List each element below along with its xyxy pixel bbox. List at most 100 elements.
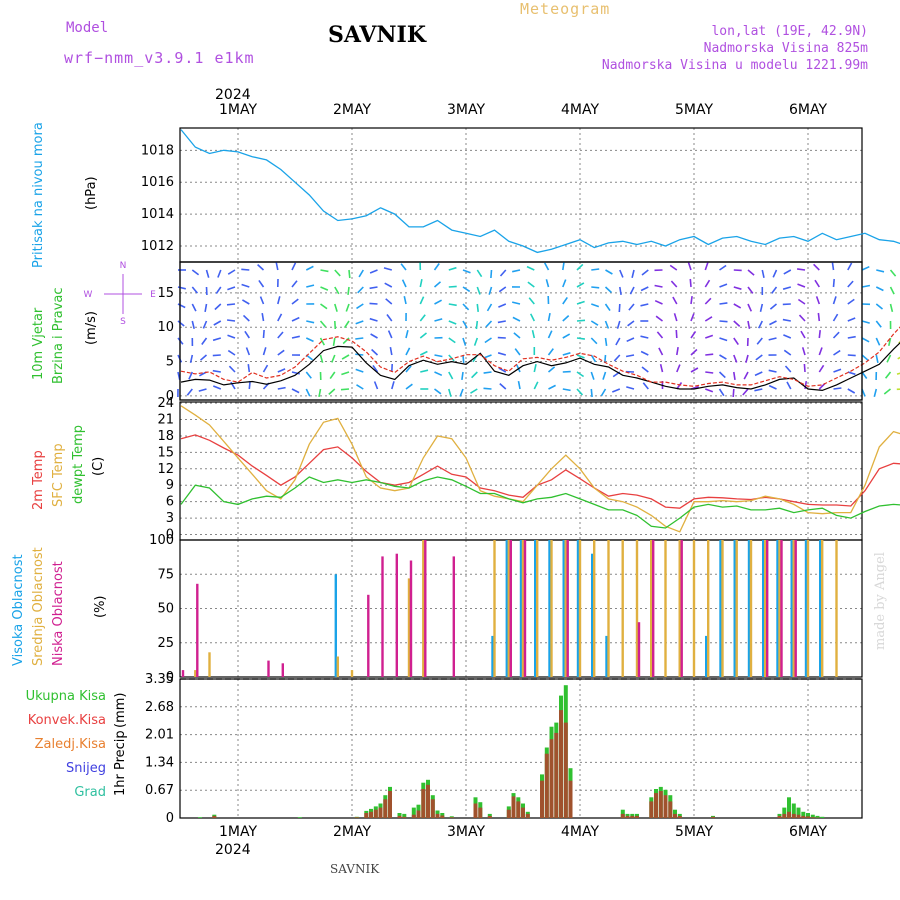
wind-arrow — [768, 337, 777, 341]
wind-arrow — [658, 347, 664, 356]
wind-arrow — [704, 316, 713, 322]
wind-ylabel-1: 10m Vjetar — [31, 307, 46, 380]
wind-arrow — [656, 331, 664, 339]
wind-arrow — [191, 286, 199, 294]
precip-total-bar — [449, 816, 454, 818]
cloud-bar — [804, 540, 808, 677]
cloud-bar — [637, 622, 641, 677]
precip-conv-bar — [559, 710, 563, 818]
wind-arrow — [875, 337, 881, 346]
y-tick-label: 1.34 — [145, 755, 174, 770]
temperature-ylabel: SFC Temp — [51, 443, 66, 507]
wind-arrow — [576, 263, 584, 271]
wind-arrow — [186, 388, 193, 396]
precip-total-bar — [810, 814, 815, 818]
wind-arrow — [476, 286, 481, 295]
wind-arrow — [818, 347, 823, 356]
cloud-bar — [707, 540, 710, 677]
cloud-bar — [733, 540, 736, 677]
wind-arrow — [669, 264, 678, 271]
wind-arrow — [291, 298, 299, 305]
wind-arrow — [512, 316, 521, 322]
cloud-bar — [747, 540, 751, 677]
precip-total-bar — [782, 807, 787, 818]
wind-arrow — [499, 383, 507, 390]
cloud-bar — [680, 540, 683, 677]
wind-arrow — [497, 352, 507, 356]
y-tick-label: 75 — [157, 567, 174, 582]
wind-arrow — [214, 303, 222, 311]
wind-arrow — [719, 264, 727, 271]
wind-arrow — [813, 263, 820, 271]
year-label-top: 2024 — [215, 87, 251, 103]
wind-arrow — [768, 369, 777, 373]
wind-arrow — [486, 303, 493, 312]
wind-arrow — [291, 335, 300, 339]
wind-arrow — [355, 368, 364, 373]
wind-arrow — [875, 286, 884, 292]
wind-arrow — [832, 296, 837, 305]
y-tick-label: 18 — [157, 429, 174, 444]
y-tick-label: 0 — [166, 389, 174, 404]
precip-conv-bar — [516, 801, 521, 818]
wind-arrow — [896, 372, 900, 375]
day-label-bottom: 5MAY — [675, 824, 713, 840]
precip-conv-bar — [810, 817, 815, 818]
wind-arrow — [590, 320, 599, 326]
cloud-bar — [566, 540, 569, 677]
precip-conv-bar — [383, 799, 388, 818]
wind-arrow — [718, 371, 726, 379]
wind-ylabel-2: Brzina i Pravac — [51, 287, 66, 384]
wind-arrow — [576, 354, 585, 359]
wind-arrow — [604, 337, 608, 347]
temperature-unit-label: (C) — [91, 457, 106, 476]
wind-arrow — [462, 269, 471, 274]
day-label-bottom: 1MAY — [219, 824, 257, 840]
wind-arrow — [212, 337, 222, 342]
wind-arrow — [576, 388, 584, 396]
wind-arrow — [400, 263, 407, 271]
precip-legend-item: Grad — [74, 785, 106, 800]
wind-arrow — [640, 286, 649, 292]
page-title: SAVNIK — [328, 22, 426, 48]
wind-arrow — [562, 296, 568, 305]
wind-arrow — [384, 282, 393, 288]
wind-arrow — [212, 369, 221, 373]
wind-arrow — [631, 269, 635, 278]
wind-arrow — [462, 354, 465, 364]
wind-arrow — [369, 302, 378, 305]
wind-arrow — [419, 279, 423, 288]
precip-conv-bar — [402, 816, 407, 818]
cloud-bar — [334, 574, 337, 678]
wind-arrow — [590, 371, 595, 380]
precip-conv-bar — [658, 791, 663, 818]
wind-arrow — [814, 279, 820, 288]
wind-arrow — [576, 300, 585, 305]
temperature-line — [180, 405, 900, 533]
cloud-bar — [452, 556, 455, 677]
y-tick-label: 3.35 — [145, 672, 174, 687]
precip-conv-bar — [421, 789, 426, 818]
wind-arrow — [369, 317, 378, 322]
wind-arrow — [319, 354, 324, 363]
wind-arrow — [847, 354, 856, 357]
temperature-line — [180, 476, 900, 529]
wind-arrow — [340, 388, 350, 391]
cloud-bar — [821, 540, 824, 677]
wind-arrow — [331, 354, 336, 363]
wind-arrow — [689, 278, 692, 288]
wind-arrow — [629, 286, 635, 295]
wind-arrow — [627, 320, 635, 327]
wind-arrow — [499, 269, 507, 277]
wind-arrow — [742, 388, 749, 396]
wind-arrow — [305, 265, 314, 271]
wind-arrow — [514, 348, 521, 356]
wind-arrow — [625, 354, 635, 358]
wind-arrow — [768, 384, 777, 390]
wind-arrow — [604, 320, 610, 329]
cloud-bar — [521, 540, 525, 677]
wind-arrow — [306, 320, 315, 324]
wind-arrow — [796, 268, 806, 271]
wind-arrow — [642, 382, 649, 390]
wind-arrow — [641, 366, 649, 373]
